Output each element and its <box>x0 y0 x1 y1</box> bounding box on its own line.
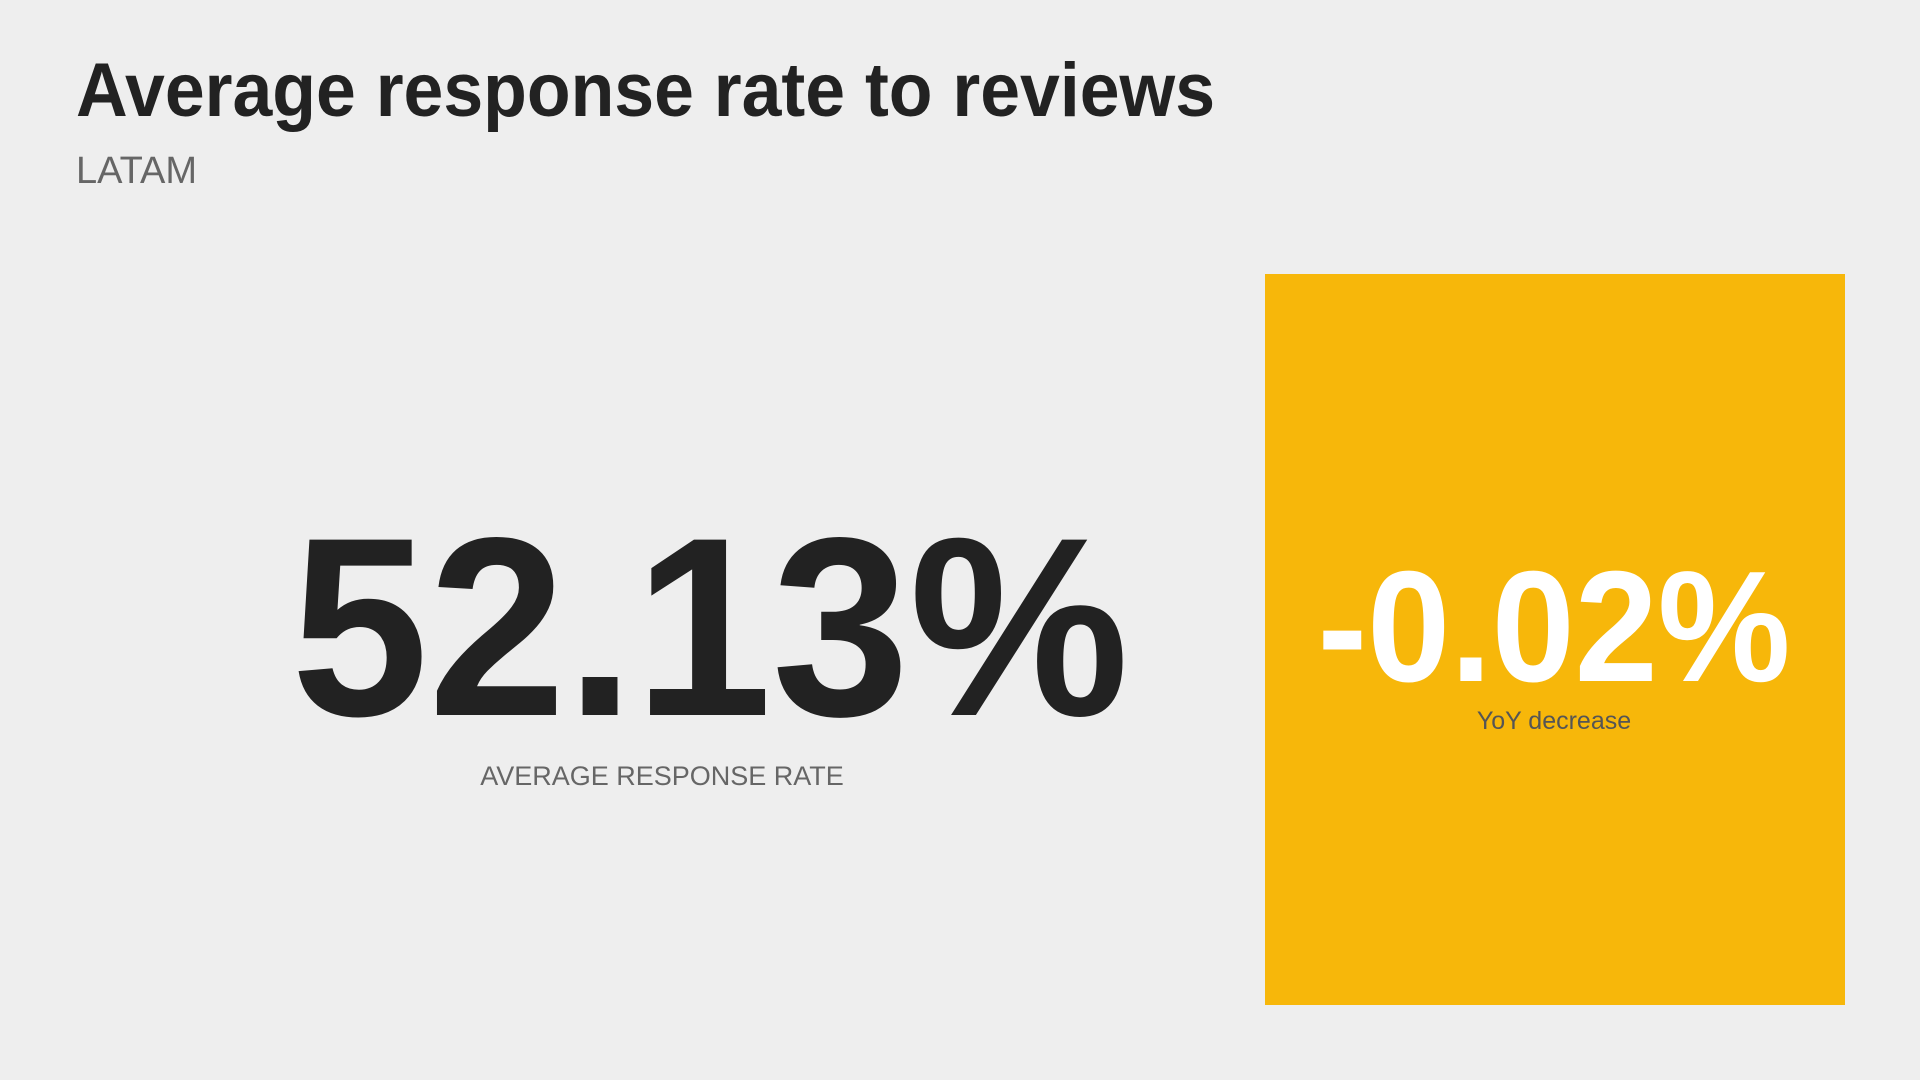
change-card <box>1265 274 1845 1005</box>
change-value: -0.02% <box>1318 539 1791 715</box>
change-label: YoY decrease <box>1477 707 1631 735</box>
title: Average response rate to reviews <box>76 48 1215 133</box>
kpi-label: AVERAGE RESPONSE RATE <box>480 761 844 791</box>
kpi-value: 52.13% <box>291 485 1129 770</box>
subtitle: LATAM <box>76 150 197 192</box>
